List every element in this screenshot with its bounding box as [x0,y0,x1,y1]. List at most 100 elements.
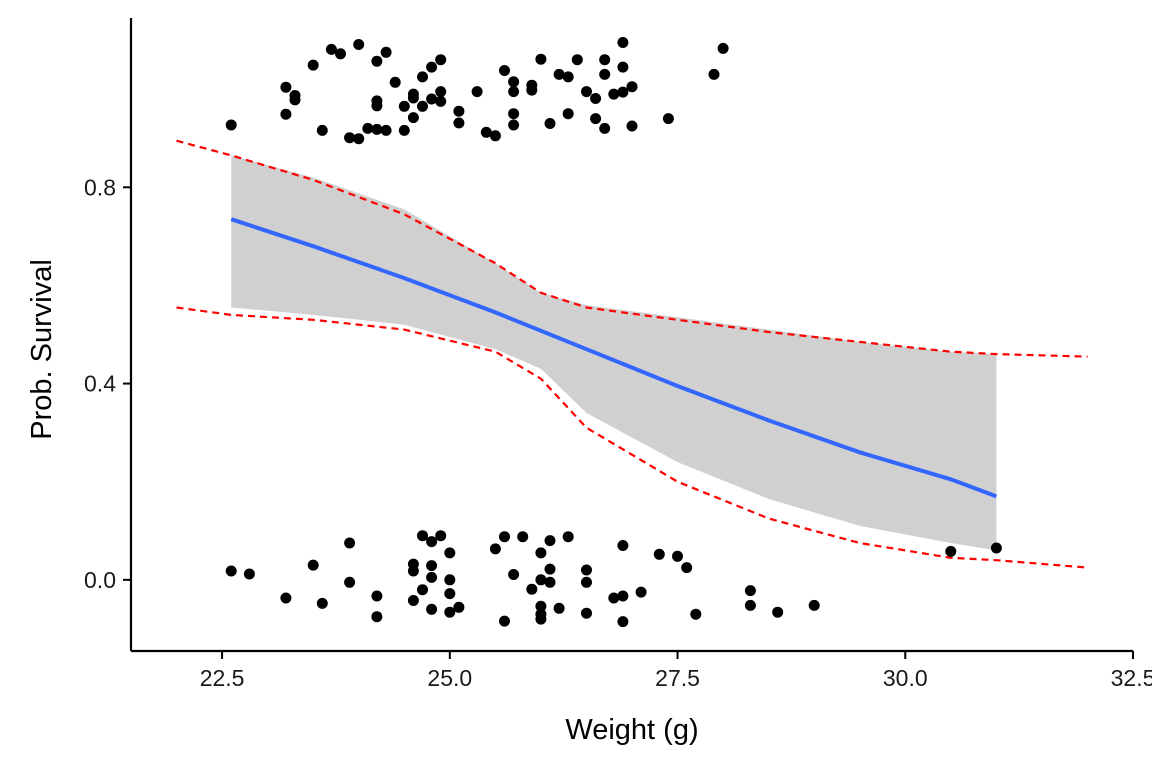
data-point [808,599,820,611]
data-point [562,71,574,83]
data-point [344,537,356,549]
data-point [316,597,328,609]
data-point [371,590,383,602]
data-point [280,108,292,120]
data-point [371,55,383,67]
data-point [708,68,720,80]
data-point [553,68,565,80]
data-point [417,100,428,112]
x-tick-label: 30.0 [883,665,928,691]
y-tick-label: 0.4 [84,371,116,397]
data-point [662,113,674,125]
data-point [371,611,383,623]
confidence-ribbon-layer [231,155,997,551]
data-point [471,86,483,98]
data-point [717,42,729,54]
data-point [435,530,447,542]
data-point [335,48,346,60]
data-point [499,65,510,76]
data-point [444,547,456,559]
data-point [544,563,556,575]
data-point [508,569,520,580]
data-point [499,615,510,627]
data-point [581,607,592,619]
x-tick-label: 22.5 [200,665,245,691]
data-point [453,601,465,613]
data-point [599,68,611,80]
data-point [371,100,383,112]
data-point [353,133,365,145]
data-point [535,600,547,612]
y-axis-title: Prob. Survival [26,259,58,440]
data-point [426,536,438,548]
data-point [599,122,611,134]
data-point [517,531,529,543]
fit-line [230,217,998,499]
lower-bound-line [176,306,1088,569]
x-tick-label: 27.5 [655,665,700,691]
data-point [508,108,520,120]
data-point [590,113,602,125]
data-point [407,112,419,124]
data-point [435,54,447,66]
data-point [744,585,756,597]
data-point [362,122,374,134]
data-point [581,564,592,576]
data-point [626,81,638,93]
data-point [590,93,602,104]
data-point [990,542,1002,554]
data-point [426,61,438,73]
data-point [508,76,520,88]
data-point [426,571,438,583]
data-point [617,61,629,73]
data-point [435,86,447,98]
data-point [380,124,392,136]
data-point [672,550,683,562]
data-point [398,100,410,112]
data-point [353,39,365,50]
upper-bound-line [176,139,1088,358]
data-point [626,120,638,132]
bounds-layer [176,139,1088,569]
data-point [225,565,237,577]
data-point [535,574,547,586]
data-point [581,576,592,588]
data-point [681,562,693,574]
data-point [617,37,629,48]
data-point [599,54,611,66]
data-point [407,595,419,606]
data-point [653,548,665,560]
data-point [526,84,538,96]
data-point [453,117,465,129]
data-point [243,568,255,580]
data-point [417,584,428,596]
data-point [562,531,574,543]
data-point [444,588,456,600]
data-point [307,559,319,571]
data-point [389,76,401,88]
data-point [744,599,756,611]
data-point [526,583,538,595]
ticks-layer: 22.5 25.0 27.5 30.0 32.5 0.0 0.4 0.8 [84,174,1152,691]
data-point [553,602,565,614]
data-point [608,592,620,604]
data-point [417,71,428,83]
data-point [426,93,438,105]
data-point [453,105,465,117]
data-point [225,119,237,131]
data-point [535,547,547,559]
fit-line-layer [230,217,998,499]
data-point [316,124,328,136]
data-point [444,606,456,618]
data-point [562,108,574,120]
data-point [344,132,356,144]
data-point [945,545,957,557]
points-layer [225,37,1002,628]
data-point [398,124,410,136]
data-point [280,81,292,93]
data-point [617,540,629,551]
data-point [380,46,392,58]
data-point [289,94,301,106]
data-point [772,606,784,618]
